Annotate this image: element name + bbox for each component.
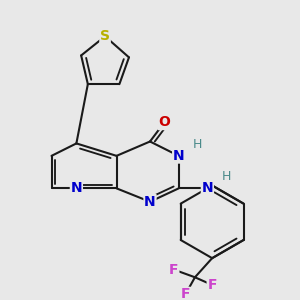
Text: S: S: [100, 29, 110, 43]
Text: F: F: [207, 278, 217, 292]
Text: F: F: [169, 262, 179, 277]
Text: O: O: [158, 116, 170, 129]
Text: N: N: [173, 149, 184, 163]
Text: N: N: [70, 182, 82, 195]
Text: H: H: [193, 138, 203, 151]
Text: F: F: [181, 287, 190, 300]
Text: N: N: [144, 195, 156, 209]
Text: H: H: [222, 170, 231, 183]
Text: N: N: [202, 182, 213, 195]
